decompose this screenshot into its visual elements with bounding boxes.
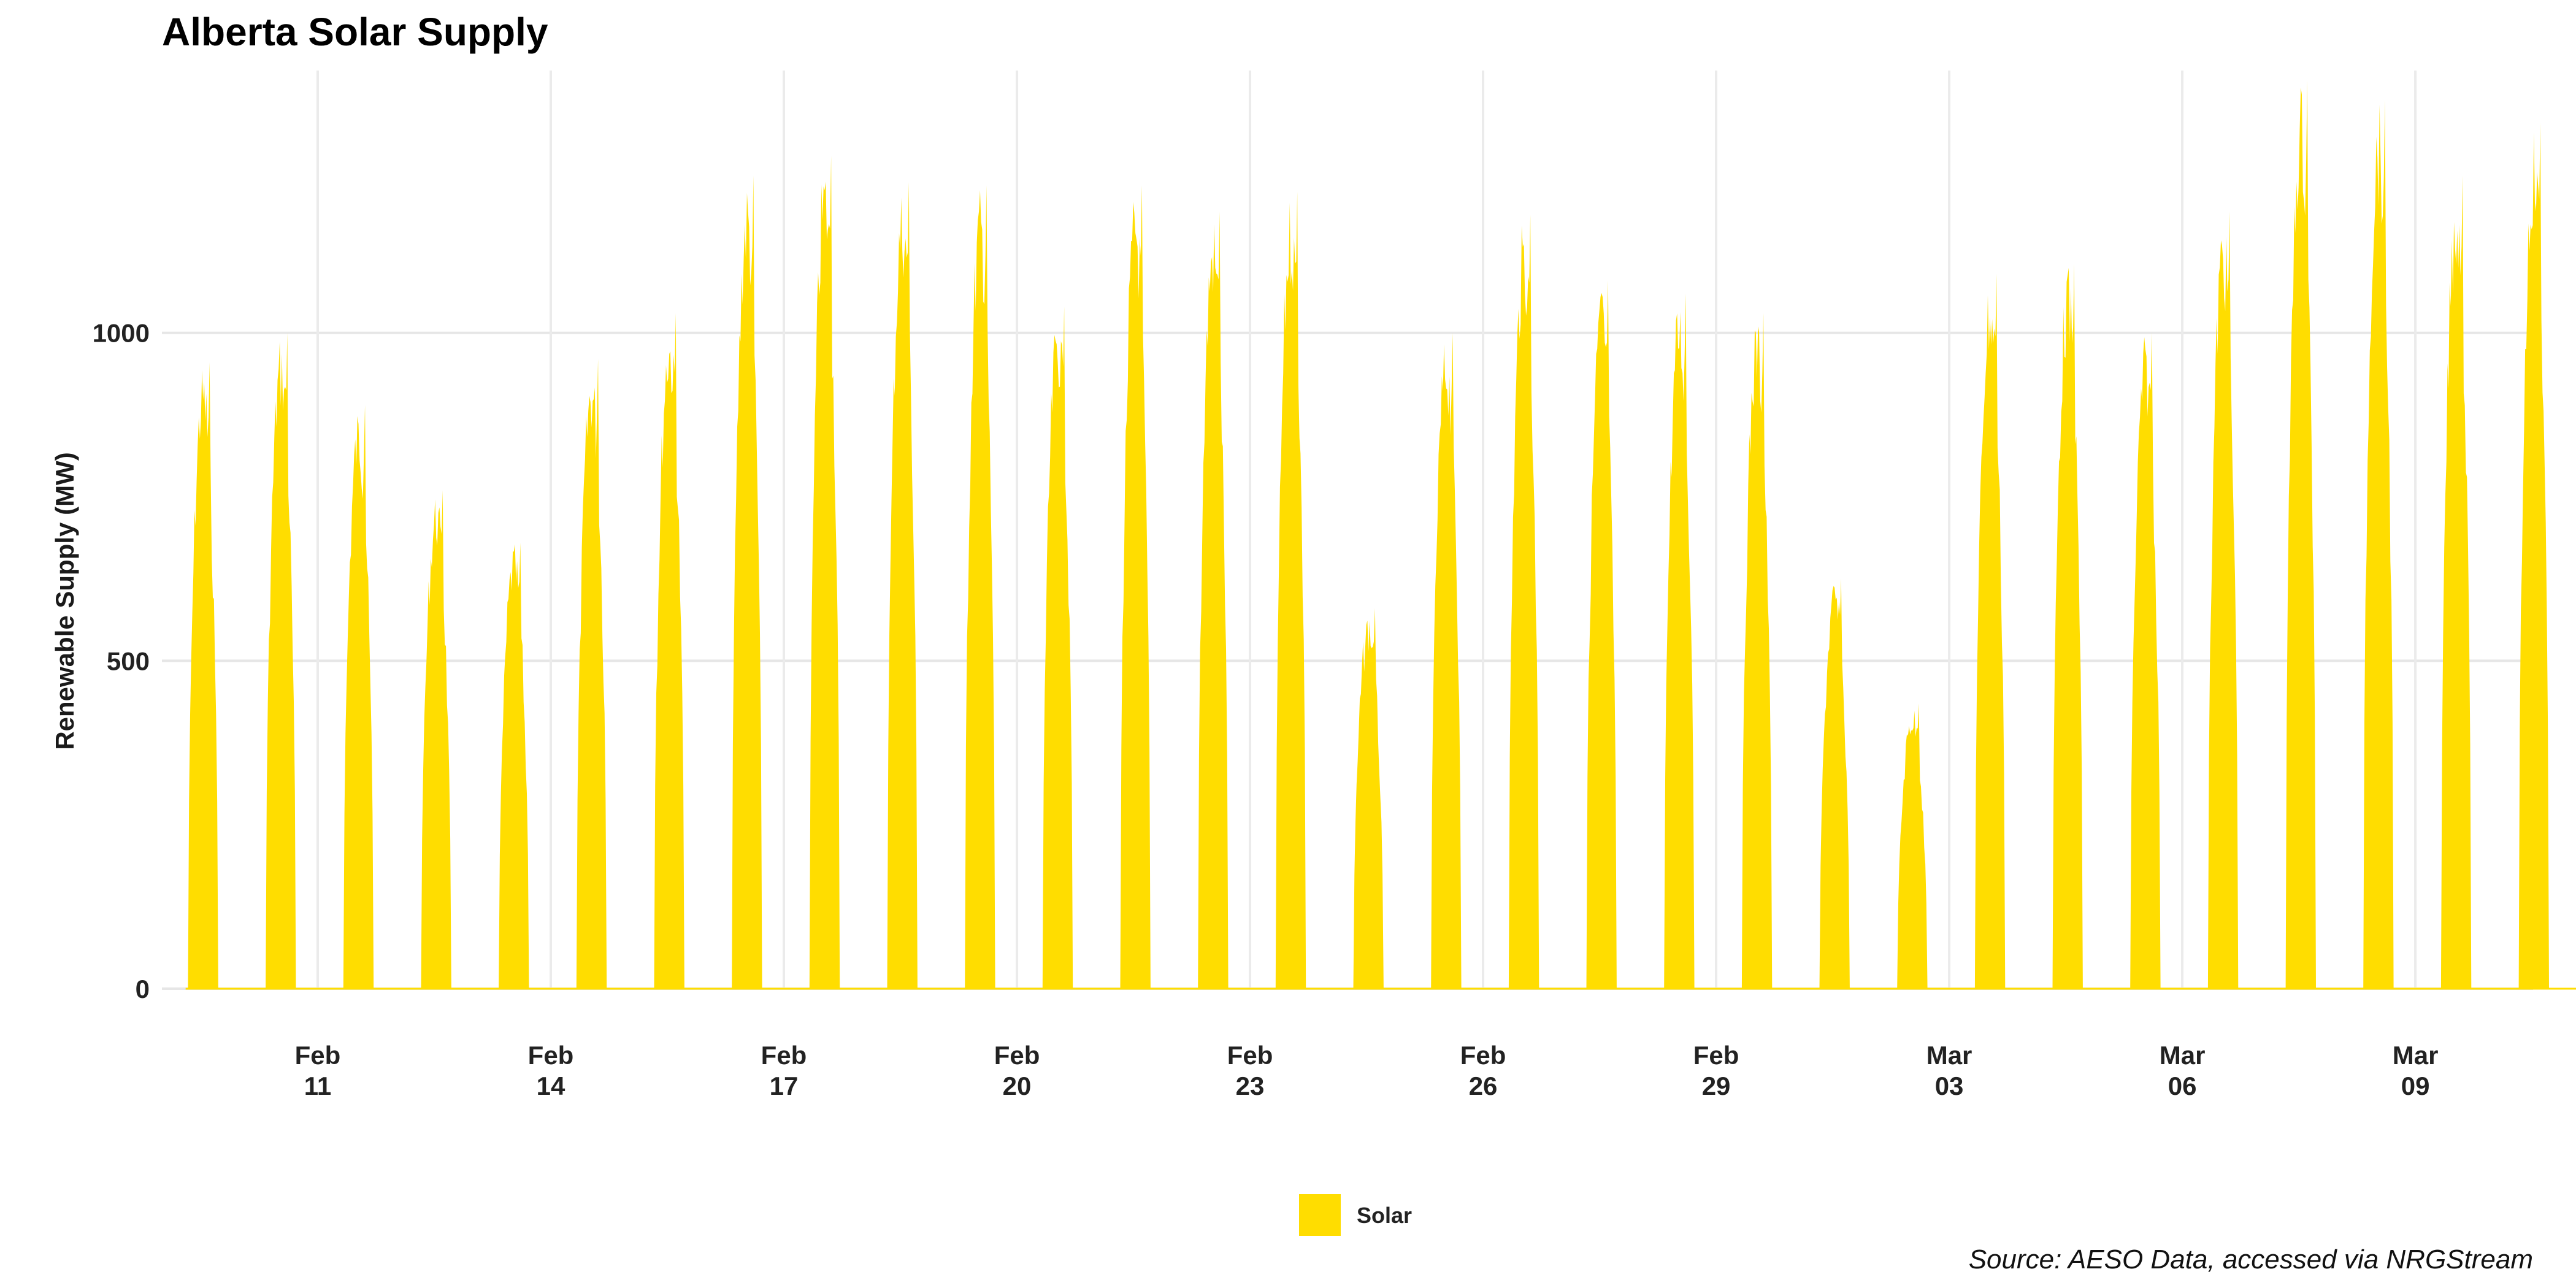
solar-day-area bbox=[2363, 100, 2394, 989]
solar-day-area bbox=[2518, 123, 2549, 989]
y-axis: 0 500 1000 bbox=[93, 319, 150, 1003]
solar-day-area bbox=[1120, 185, 1151, 989]
chart-title: Alberta Solar Supply bbox=[162, 10, 548, 54]
x-tick-label: Mar 03 bbox=[1926, 1041, 1972, 1100]
solar-day-area bbox=[1664, 293, 1695, 989]
y-tick-label: 0 bbox=[136, 975, 150, 1003]
solar-day-area bbox=[1897, 703, 1928, 989]
solar-day-area bbox=[654, 313, 684, 989]
solar-day-area bbox=[421, 490, 451, 989]
y-tick-label: 500 bbox=[107, 646, 150, 675]
source-caption: Source: AESO Data, accessed via NRGStrea… bbox=[1969, 1244, 2533, 1275]
solar-day-area bbox=[266, 332, 296, 989]
x-tick-label: Feb 23 bbox=[1227, 1041, 1273, 1100]
solar-day-area bbox=[1353, 608, 1384, 989]
x-tick-label: Mar 06 bbox=[2160, 1041, 2206, 1100]
solar-day-area bbox=[809, 156, 840, 989]
solar-day-area bbox=[1741, 313, 1773, 989]
legend-swatch-solar bbox=[1299, 1194, 1341, 1236]
x-tick-label: Feb 26 bbox=[1460, 1041, 1506, 1100]
solar-day-area bbox=[1508, 215, 1539, 989]
solar-day-area bbox=[1974, 274, 2006, 989]
x-tick-label: Mar 09 bbox=[2393, 1041, 2439, 1100]
solar-day-area bbox=[1431, 332, 1462, 989]
y-tick-label: 1000 bbox=[93, 319, 150, 348]
y-axis-label: Renewable Supply (MW) bbox=[50, 452, 79, 749]
solar-area-series bbox=[185, 80, 2576, 990]
x-tick-label: Feb 17 bbox=[761, 1041, 807, 1100]
solar-day-area bbox=[2052, 264, 2083, 989]
x-tick-label: Feb 14 bbox=[528, 1041, 574, 1100]
legend-label-solar: Solar bbox=[1357, 1203, 1412, 1228]
x-tick-label: Feb 29 bbox=[1693, 1041, 1739, 1100]
solar-day-area bbox=[1042, 306, 1073, 989]
x-tick-label: Feb 20 bbox=[994, 1041, 1040, 1100]
solar-day-area bbox=[1198, 211, 1229, 989]
solar-day-area bbox=[1275, 191, 1306, 989]
solar-day-area bbox=[343, 405, 374, 989]
solar-day-area bbox=[1819, 578, 1850, 989]
x-axis: Feb 11 Feb 14 Feb 17 Feb 20 Feb 23 Feb 26 Feb 29 Mar 03… bbox=[295, 1041, 2439, 1100]
x-tick-label: Feb 11 bbox=[295, 1041, 341, 1100]
solar-day-area bbox=[887, 182, 918, 989]
solar-day-area bbox=[732, 175, 762, 989]
solar-day-area bbox=[2130, 332, 2161, 989]
legend: Solar bbox=[1299, 1194, 1412, 1236]
solar-day-area bbox=[576, 359, 607, 989]
solar-day-area bbox=[965, 185, 995, 989]
solar-day-area bbox=[499, 542, 529, 989]
solar-day-area bbox=[2207, 211, 2239, 989]
solar-day-area bbox=[2285, 80, 2316, 989]
solar-day-area bbox=[188, 362, 218, 989]
solar-day-area bbox=[1586, 280, 1617, 989]
solar-day-area bbox=[2440, 175, 2472, 989]
grid bbox=[162, 71, 2533, 990]
